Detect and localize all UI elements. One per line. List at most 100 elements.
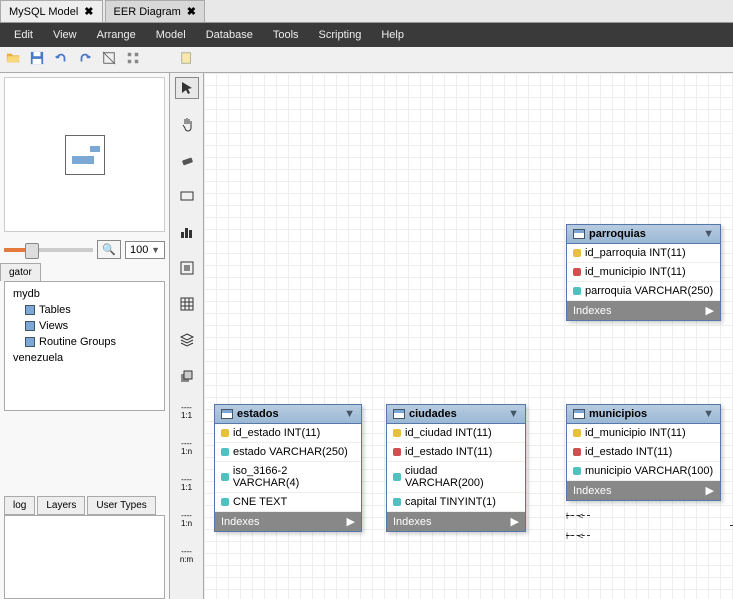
folder-icon	[25, 337, 35, 347]
zoom-value-text: 100	[130, 244, 148, 256]
chevron-down-icon[interactable]: ▼	[703, 408, 714, 420]
indexes-label: Indexes	[573, 305, 612, 317]
entity-column[interactable]: id_estado INT(11)	[387, 443, 525, 462]
zoom-control: 🔍 100▼	[0, 236, 169, 263]
entity-column[interactable]: id_municipio INT(11)	[567, 424, 720, 443]
entity-column[interactable]: municipio VARCHAR(100)	[567, 462, 720, 481]
entity-indexes[interactable]: Indexes▶	[567, 301, 720, 320]
chevron-down-icon[interactable]: ▼	[508, 408, 519, 420]
zoom-slider[interactable]	[4, 248, 93, 252]
tool-hand[interactable]	[175, 113, 199, 135]
entity-ciudades[interactable]: ciudades▼ id_ciudad INT(11) id_estado INT(…	[386, 404, 526, 532]
tree-item[interactable]: venezuela	[9, 350, 160, 366]
indexes-label: Indexes	[221, 516, 260, 528]
entity-column[interactable]: id_ciudad INT(11)	[387, 424, 525, 443]
tool-arrow[interactable]	[175, 77, 199, 99]
panel-tab-log[interactable]: log	[4, 496, 35, 515]
chevron-right-icon: ▶	[347, 515, 355, 528]
tool-rect[interactable]	[175, 185, 199, 207]
column-label: id_parroquia INT(11)	[585, 247, 686, 259]
tree-item[interactable]: Routine Groups	[9, 334, 160, 350]
panel-tab-user types[interactable]: User Types	[87, 496, 155, 515]
entity-parroquias[interactable]: parroquias ▼ id_parroquia INT(11) id_munici…	[566, 224, 721, 321]
entity-column[interactable]: iso_3166-2 VARCHAR(4)	[215, 462, 361, 493]
close-icon[interactable]: ✖	[187, 5, 196, 18]
tool-barchart[interactable]	[175, 221, 199, 243]
menu-help[interactable]: Help	[371, 25, 414, 45]
entity-estados[interactable]: estados▼id_estado INT(11)estado VARCHAR(…	[214, 404, 362, 532]
vertical-toolbar: ----1:1 ----1:n ----1:1 ----1:n ----n:m	[170, 73, 204, 599]
tool-grid[interactable]	[175, 293, 199, 315]
entity-municipios[interactable]: municipios ▼ id_municipio INT(11)id_estado…	[566, 404, 721, 501]
tool-layers[interactable]	[175, 329, 199, 351]
grid-toggle-icon[interactable]	[102, 51, 116, 68]
zoom-input[interactable]: 100▼	[125, 241, 165, 259]
entity-columns: id_estado INT(11)estado VARCHAR(250)iso_…	[215, 424, 361, 512]
column-label: CNE TEXT	[233, 496, 287, 508]
tool-relation-1-n[interactable]: ----1:n	[175, 437, 199, 459]
entity-header[interactable]: parroquias ▼	[567, 225, 720, 244]
tool-relation-1-n[interactable]: ----1:n	[175, 509, 199, 531]
entity-indexes[interactable]: Indexes▶	[387, 512, 525, 531]
note-icon[interactable]	[180, 51, 194, 68]
field-icon	[221, 473, 229, 481]
snap-icon[interactable]	[126, 51, 140, 68]
menu-view[interactable]: View	[43, 25, 87, 45]
entity-header[interactable]: municipios ▼	[567, 405, 720, 424]
menu-arrange[interactable]: Arrange	[87, 25, 146, 45]
entity-column[interactable]: id_estado INT(11)	[215, 424, 361, 443]
panel-tab-layers[interactable]: Layers	[37, 496, 85, 515]
column-label: id_municipio INT(11)	[585, 266, 686, 278]
left-panel: 🔍 100▼ gator mydbTablesViewsRoutine Grou…	[0, 73, 170, 599]
entity-name: parroquias	[589, 228, 646, 240]
save-icon[interactable]	[30, 51, 44, 68]
entity-header[interactable]: ciudades▼	[387, 405, 525, 424]
tree-item[interactable]: mydb	[9, 286, 160, 302]
entity-column[interactable]: id_parroquia INT(11)	[567, 244, 720, 263]
tool-frame[interactable]	[175, 257, 199, 279]
tool-relation-1-1[interactable]: ----1:1	[175, 473, 199, 495]
document-tab[interactable]: MySQL Model✖	[0, 0, 103, 22]
tree-item[interactable]: Tables	[9, 302, 160, 318]
chevron-down-icon[interactable]: ▼	[344, 408, 355, 420]
menu-scripting[interactable]: Scripting	[309, 25, 372, 45]
tree-item[interactable]: Views	[9, 318, 160, 334]
entity-indexes[interactable]: Indexes▶	[567, 481, 720, 500]
entity-column[interactable]: parroquia VARCHAR(250)	[567, 282, 720, 301]
entity-column[interactable]: CNE TEXT	[215, 493, 361, 512]
entity-header[interactable]: estados▼	[215, 405, 361, 424]
zoom-fit-icon[interactable]: 🔍	[97, 240, 121, 259]
redo-icon[interactable]	[78, 51, 92, 68]
entity-column[interactable]: id_estado INT(11)	[567, 443, 720, 462]
menu-database[interactable]: Database	[196, 25, 263, 45]
column-label: id_ciudad INT(11)	[405, 427, 492, 439]
document-tab[interactable]: EER Diagram✖	[105, 0, 205, 22]
tool-relation-1-1[interactable]: ----1:1	[175, 401, 199, 423]
entity-column[interactable]: capital TINYINT(1)	[387, 493, 525, 512]
indexes-label: Indexes	[573, 485, 612, 497]
entity-indexes[interactable]: Indexes ▶	[215, 512, 361, 531]
cardinality-icon: ⊢	[566, 511, 574, 522]
entity-column[interactable]: id_municipio INT(11)	[567, 263, 720, 282]
diagram-thumbnail[interactable]	[4, 77, 165, 232]
foreign-key-icon	[393, 448, 401, 456]
open-icon[interactable]	[6, 51, 20, 68]
table-icon	[393, 409, 405, 419]
undo-icon[interactable]	[54, 51, 68, 68]
chevron-down-icon[interactable]: ▼	[703, 228, 714, 240]
entity-column[interactable]: ciudad VARCHAR(200)	[387, 462, 525, 493]
table-icon	[573, 409, 585, 419]
entity-name: municipios	[589, 408, 647, 420]
menu-model[interactable]: Model	[146, 25, 196, 45]
menu-edit[interactable]: Edit	[4, 25, 43, 45]
close-icon[interactable]: ✖	[84, 5, 93, 18]
tool-stack[interactable]	[175, 365, 199, 387]
diagram-canvas[interactable]: ⋁ ╪ < < < ⊢ ⊢ estados▼id_estado INT(11)e…	[204, 73, 733, 599]
tool-eraser[interactable]	[175, 149, 199, 171]
column-label: id_estado INT(11)	[405, 446, 492, 458]
menu-tools[interactable]: Tools	[263, 25, 309, 45]
entity-column[interactable]: estado VARCHAR(250)	[215, 443, 361, 462]
navigator-tab[interactable]: gator	[0, 263, 41, 281]
grid-icon	[179, 296, 195, 312]
tool-relation-n-m[interactable]: ----n:m	[175, 545, 199, 567]
